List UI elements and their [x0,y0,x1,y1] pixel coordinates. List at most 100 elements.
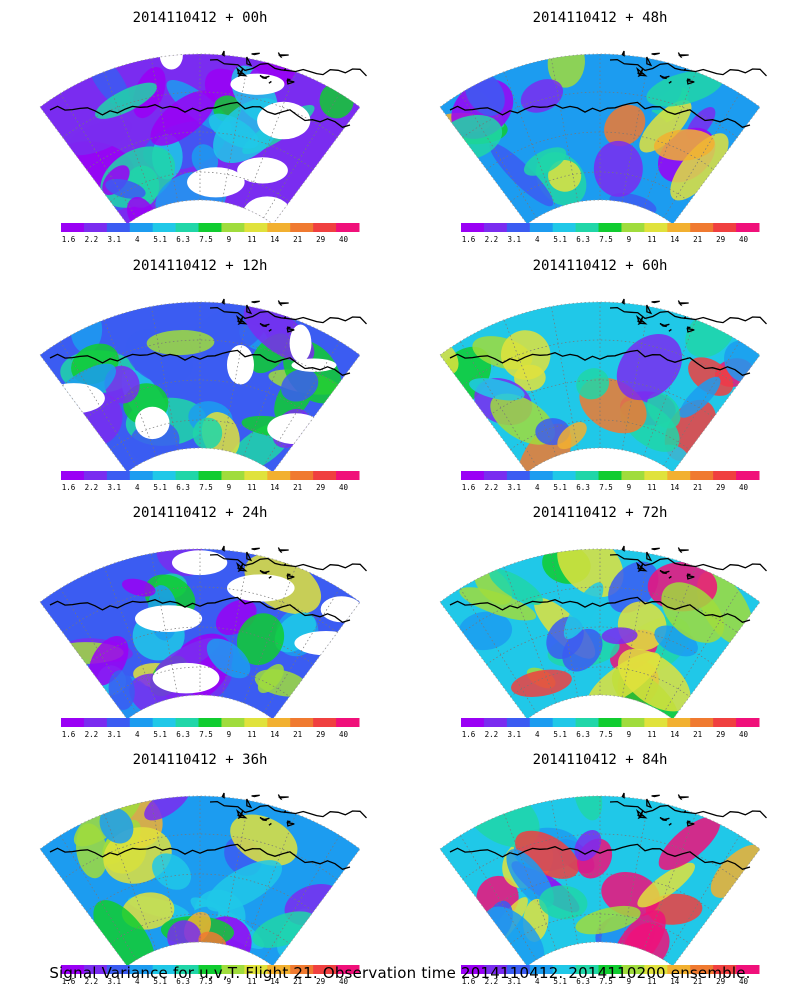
colorbar-label: 2.2 [85,483,99,492]
graticule [459,302,741,467]
colorbar-swatch [244,965,268,974]
colorbar-swatch [621,718,645,727]
colorbar-label: 5.1 [153,977,167,986]
colorbar-swatch [152,718,177,727]
colorbar-label: 5.1 [553,235,567,244]
colorbar-swatch [83,223,108,232]
colorbar: 1.6 2.2 3.1 4 5.1 6.3 7.5 9 11 14 21 29 40 [461,223,760,244]
colorbar-label: 6.3 [576,483,590,492]
colorbar-label: 14 [670,483,680,492]
colorbar-swatch [198,718,222,727]
colorbar-label: 4 [535,977,540,986]
colorbar-label: 9 [227,977,232,986]
colorbar-label: 9 [627,235,632,244]
colorbar-swatch [152,471,177,480]
colorbar-label: 1.6 [62,730,76,739]
colorbar-label: 4 [535,483,540,492]
colorbar-label: 1.6 [62,977,76,986]
colorbar-label: 29 [316,730,325,739]
colorbar-label: 11 [247,235,256,244]
colorbar-label: 40 [739,730,749,739]
coastline [449,298,767,377]
colorbar-swatch [644,471,668,480]
colorbar-label: 2.2 [485,977,499,986]
colorbar-label: 29 [716,483,725,492]
colorbar-swatch [221,223,245,232]
colorbar-swatch [552,471,577,480]
colorbar-label: 7.5 [599,235,613,244]
colorbar-label: 11 [247,483,256,492]
colorbar-swatch [461,718,485,727]
colorbar-label: 14 [270,483,280,492]
colorbar-swatch [198,471,222,480]
colorbar-swatch [461,223,485,232]
colorbar-label: 3.1 [508,483,522,492]
colorbar-label: 14 [670,235,680,244]
colorbar-label: 3.1 [108,483,122,492]
colorbar-label: 21 [693,235,702,244]
colorbar-label: 2.2 [85,730,99,739]
colorbar-swatch [621,223,645,232]
colorbar-swatch [313,718,337,727]
colorbar-label: 4 [135,730,140,739]
panel-title: 2014110412 + 60h [533,258,668,274]
variance-field [439,54,761,225]
colorbar-label: 5.1 [553,730,567,739]
panel-title: 2014110412 + 48h [533,10,668,26]
colorbar-swatch [267,471,291,480]
colorbar-label: 5.1 [153,730,167,739]
colorbar-label: 5.1 [553,977,567,986]
colorbar-swatch [713,471,737,480]
variance-field [39,54,361,225]
colorbar-label: 7.5 [599,977,613,986]
colorbar-label: 1.6 [62,483,76,492]
colorbar-label: 29 [316,977,325,986]
map-panel: 2014110412 + 24h 1.6 2.2 3.1 4 5.1 6.3 7.5 9 11 14… [39,505,367,739]
colorbar-label: 7.5 [599,730,613,739]
colorbar-swatch [61,965,85,974]
colorbar-swatch [83,718,108,727]
colorbar-swatch [336,718,360,727]
colorbar-swatch [83,965,108,974]
colorbar-swatch [529,718,554,727]
colorbar-label: 1.6 [62,235,76,244]
colorbar-swatch [198,223,222,232]
colorbar-swatch [129,718,154,727]
colorbar-label: 11 [647,730,656,739]
colorbar-swatch [552,718,577,727]
colorbar-swatch [290,965,314,974]
colorbar-swatch [221,965,245,974]
figure-caption: Signal Variance for u,v,T. Flight 21. Ob… [49,964,751,982]
colorbar-swatch [713,223,737,232]
colorbar-label: 4 [135,483,140,492]
colorbar-label: 11 [247,730,256,739]
colorbar-label: 9 [227,730,232,739]
panel-title: 2014110412 + 72h [533,505,668,521]
colorbar-label: 2.2 [485,235,499,244]
colorbar-swatch [313,471,337,480]
colorbar-swatch [598,471,622,480]
map-panel: 2014110412 + 48h 1.6 2.2 3.1 4 5.1 6.3 7.5 9 11 14… [439,10,767,244]
colorbar-swatch [336,471,360,480]
colorbar-swatch [483,718,508,727]
colorbar-swatch [461,471,485,480]
colorbar-swatch [461,965,485,974]
colorbar-label: 3.1 [508,235,522,244]
colorbar: 1.6 2.2 3.1 4 5.1 6.3 7.5 9 11 14 21 29 40 [61,471,360,492]
panel-title: 2014110412 + 36h [133,752,268,768]
colorbar-label: 5.1 [153,235,167,244]
colorbar-label: 6.3 [576,977,590,986]
colorbar-label: 29 [716,730,725,739]
colorbar-label: 9 [627,483,632,492]
colorbar-label: 3.1 [108,977,122,986]
colorbar-label: 1.6 [462,730,476,739]
colorbar-label: 14 [670,977,680,986]
colorbar-swatch [483,471,508,480]
colorbar-label: 21 [293,977,302,986]
colorbar-label: 21 [293,235,302,244]
colorbar-swatch [621,965,645,974]
colorbar-swatch [667,471,691,480]
colorbar-label: 11 [247,977,256,986]
panel-title: 2014110412 + 24h [133,505,268,521]
colorbar-swatch [690,718,714,727]
